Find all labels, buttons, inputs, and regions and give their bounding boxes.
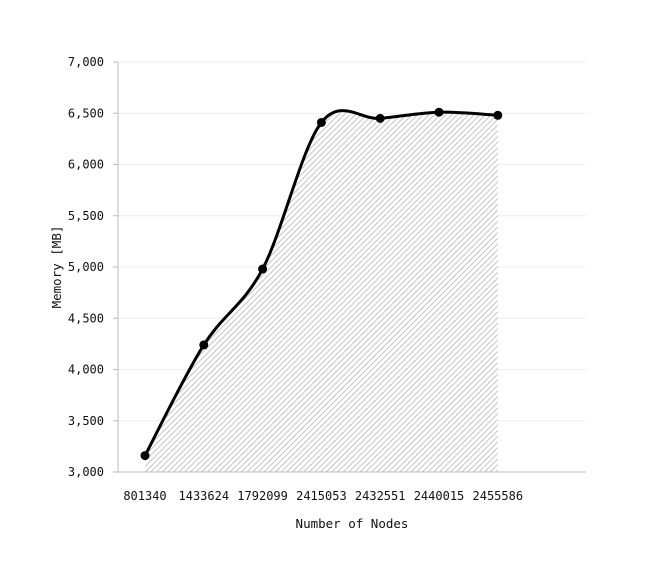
- data-point: [258, 264, 268, 274]
- data-point: [316, 117, 326, 127]
- data-point: [493, 110, 503, 120]
- y-tick-label: 5,000: [68, 260, 104, 274]
- data-point: [375, 113, 385, 123]
- y-tick-label: 5,500: [68, 209, 104, 223]
- series-line-path: [143, 109, 498, 457]
- x-tick-label: 2432551: [355, 489, 406, 503]
- x-tick-label: 2415053: [296, 489, 347, 503]
- y-tick-label: 6,500: [68, 106, 104, 120]
- x-tick-label: 2455586: [473, 489, 524, 503]
- area-fill: [145, 110, 498, 472]
- axes: [113, 61, 586, 473]
- y-tick-label: 7,000: [68, 55, 104, 69]
- data-points: [140, 107, 503, 461]
- y-axis-title: Memory [MB]: [49, 226, 64, 309]
- x-tick-label: 801340: [123, 489, 166, 503]
- x-tick-label: 2440015: [414, 489, 465, 503]
- data-point: [199, 340, 209, 350]
- x-tick-label: 1433624: [179, 489, 230, 503]
- y-tick-label: 4,500: [68, 311, 104, 325]
- y-tick-label: 6,000: [68, 158, 104, 172]
- x-tick-label: 1792099: [237, 489, 288, 503]
- data-point: [140, 451, 150, 461]
- area-fill-shape: [145, 110, 498, 472]
- data-point: [434, 107, 444, 117]
- tick-labels: 3,000 3,500 4,000 4,500 5,000 5,500 6,000 6,500…: [68, 55, 523, 503]
- series-line: [143, 109, 498, 457]
- x-axis-title: Number of Nodes: [296, 516, 409, 531]
- y-tick-label: 3,500: [68, 414, 104, 428]
- y-tick-label: 4,000: [68, 363, 104, 377]
- y-tick-label: 3,000: [68, 465, 104, 479]
